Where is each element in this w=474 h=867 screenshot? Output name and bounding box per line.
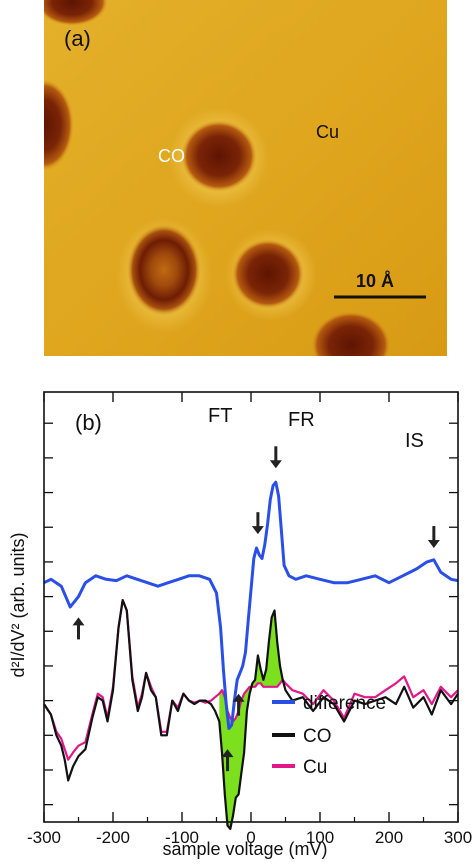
series-lines [43, 480, 459, 830]
spectra-chart: -300 -200 -100 0 100 200 300 (b) FT FR IS diff… [8, 391, 472, 859]
annotation-fr: FR [288, 409, 315, 431]
stm-image-panel: (a) CO Cu 10 Å [44, 0, 447, 356]
difference-fill-areas [219, 610, 286, 829]
arrow-head [72, 617, 85, 626]
arrow-head [221, 749, 234, 758]
series-line-co [43, 599, 459, 830]
stm-image: (a) CO Cu 10 Å [44, 0, 447, 356]
x-tick-labels: -300 -200 -100 0 100 200 300 [27, 828, 472, 847]
annotation-is: IS [405, 430, 424, 452]
co-label: CO [158, 146, 185, 166]
x-tick-label: 300 [444, 828, 472, 847]
panel-b-label: (b) [75, 410, 102, 435]
molecule [44, 0, 108, 26]
x-tick-label: -100 [165, 828, 199, 847]
x-axis-label: sample voltage (mV) [162, 839, 327, 859]
difference-fill [219, 610, 286, 829]
x-tick-label: 0 [246, 828, 255, 847]
x-tick-label: 200 [375, 828, 403, 847]
x-tick-label: -200 [96, 828, 130, 847]
annotation-arrows [72, 446, 440, 772]
annotation-ft: FT [208, 405, 232, 427]
series-line-difference [43, 480, 459, 730]
axis-ticks [43, 392, 459, 822]
arrow-head [427, 540, 440, 549]
legend-entry-co: CO [303, 726, 332, 747]
plot-frame [43, 391, 459, 823]
spectra-chart-panel: -300 -200 -100 0 100 200 300 (b) FT FR IS diff… [0, 370, 474, 862]
arrow-head [251, 526, 264, 535]
legend-entry-difference: difference [303, 693, 386, 714]
legend-entry-cu: Cu [303, 757, 327, 778]
molecule [232, 239, 304, 309]
arrow-head [269, 460, 282, 469]
molecule [127, 224, 201, 316]
scale-label: 10 Å [356, 271, 394, 291]
molecule [311, 311, 391, 356]
panel-a-label: (a) [64, 26, 91, 51]
x-tick-label: 100 [306, 828, 334, 847]
molecule [44, 79, 74, 171]
y-axis-label: d²I/dV² (arb. units) [8, 532, 28, 677]
cu-label: Cu [316, 122, 339, 142]
x-tick-label: -300 [27, 828, 61, 847]
series-line-cu [43, 599, 459, 761]
legend: difference CO Cu [272, 693, 386, 778]
co-molecule [181, 120, 257, 192]
arrow-head [232, 693, 245, 702]
